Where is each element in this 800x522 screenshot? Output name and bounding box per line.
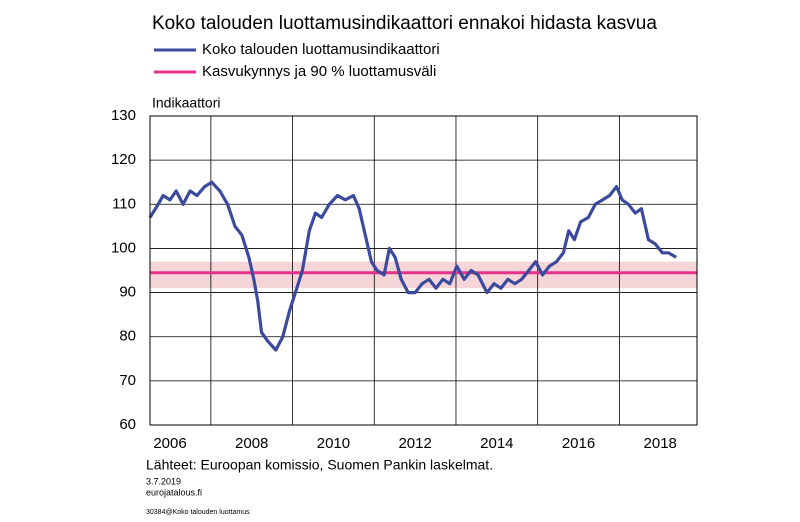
y-tick-label: 100	[111, 239, 136, 256]
series-line	[148, 180, 677, 352]
chart-title: Koko talouden luottamusindikaattori enna…	[152, 13, 657, 34]
x-tick-label: 2010	[317, 435, 350, 452]
y-axis-label: Indikaattori	[152, 95, 220, 111]
source: Lähteet: Euroopan komissio, Suomen Panki…	[146, 457, 493, 473]
y-tick-label: 60	[119, 416, 136, 433]
x-tick-label: 2014	[480, 435, 513, 452]
y-tick-label: 90	[119, 284, 136, 301]
x-tick-label: 2016	[562, 435, 595, 452]
legend-label: Kasvukynnys ja 90 % luottamusväli	[202, 63, 436, 80]
x-tick-label: 2008	[235, 435, 268, 452]
site: eurojatalous.fi	[146, 487, 202, 497]
y-tick-label: 110	[112, 195, 136, 212]
y-tick-label: 80	[119, 328, 136, 345]
date: 3.7.2019	[146, 476, 181, 486]
y-tick-label: 70	[119, 372, 136, 389]
x-tick-label: 2018	[644, 435, 677, 452]
x-tick-label: 2006	[153, 435, 186, 452]
y-tick-label: 130	[111, 107, 136, 124]
legend-label: Koko talouden luottamusindikaattori	[202, 41, 440, 58]
y-tick-label: 120	[111, 151, 136, 168]
code: 30384@Koko talouden luottamus	[146, 509, 250, 516]
x-tick-label: 2012	[398, 435, 431, 452]
plot-frame	[149, 115, 698, 426]
